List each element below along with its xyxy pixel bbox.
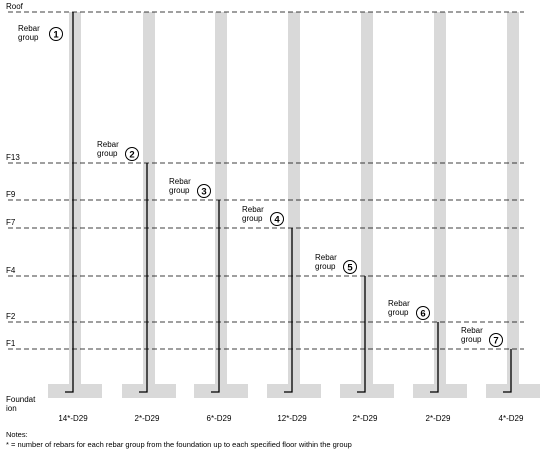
column-5	[361, 12, 373, 384]
footing-4	[267, 384, 321, 398]
rebar-group-label: group	[18, 33, 39, 42]
column-2	[143, 12, 155, 384]
rebar-group-label: Rebar	[97, 140, 119, 149]
rebar-count-label: 12*-D29	[277, 414, 307, 423]
group-number-circle	[197, 184, 211, 198]
level-label-roof: Roof	[6, 2, 24, 11]
group-number-circle	[125, 147, 139, 161]
group-number-circle	[49, 27, 63, 41]
rebar-group-label: Rebar	[388, 299, 410, 308]
rebar-count-label: 2*-D29	[353, 414, 378, 423]
level-label-f7: F7	[6, 218, 16, 227]
rebar-count-label: 6*-D29	[207, 414, 232, 423]
rebar-count-label: 4*-D29	[499, 414, 524, 423]
foundation-label: Foundat	[6, 395, 36, 404]
group-number: 3	[201, 187, 206, 198]
rebar-line-3	[211, 200, 220, 393]
rebar-line-5	[357, 276, 366, 393]
rebar-count-label: 2*-D29	[135, 414, 160, 423]
group-number: 1	[53, 30, 59, 41]
rebar-group-label: Rebar	[461, 326, 483, 335]
column-1	[69, 12, 81, 384]
rebar-group-label: Rebar	[169, 177, 191, 186]
rebar-layer	[65, 12, 512, 393]
footing-3	[194, 384, 248, 398]
rebar-group-label: Rebar	[315, 253, 337, 262]
column-6	[434, 12, 446, 384]
foundation-label: ion	[6, 404, 17, 413]
rebar-count-label: 2*-D29	[426, 414, 451, 423]
rebar-group-label: group	[461, 335, 482, 344]
rebar-group-label: group	[315, 262, 336, 271]
rebar-line-6	[430, 322, 439, 393]
rebar-group-label: Rebar	[242, 205, 264, 214]
level-label-f1: F1	[6, 339, 16, 348]
rebar-line-7	[503, 349, 512, 393]
footing-1	[48, 384, 102, 398]
group-number-circle	[489, 333, 503, 347]
columns-layer	[48, 12, 540, 398]
notes-line: * = number of rebars for each rebar grou…	[6, 440, 352, 449]
footing-5	[340, 384, 394, 398]
rebar-line-1	[65, 12, 74, 393]
rebar-line-4	[284, 228, 293, 393]
footing-2	[122, 384, 176, 398]
column-4	[288, 12, 300, 384]
level-label-f9: F9	[6, 190, 16, 199]
level-label-f2: F2	[6, 312, 16, 321]
group-number-circle	[343, 260, 357, 274]
rebar-group-label: group	[242, 214, 263, 223]
footing-7	[486, 384, 540, 398]
footing-6	[413, 384, 467, 398]
group-number: 5	[347, 263, 353, 274]
group-number: 7	[493, 336, 498, 347]
rebar-group-label: group	[388, 308, 409, 317]
group-number: 6	[420, 309, 425, 320]
level-label-f13: F13	[6, 153, 20, 162]
group-number-circle	[416, 306, 430, 320]
notes: Notes: * = number of rebars for each reb…	[6, 430, 352, 450]
group-number-circle	[270, 212, 284, 226]
notes-title: Notes:	[6, 430, 28, 439]
level-label-f4: F4	[6, 266, 16, 275]
column-7	[507, 12, 519, 384]
rebar-group-label: group	[97, 149, 118, 158]
rebar-group-label: group	[169, 186, 190, 195]
group-number: 4	[274, 215, 280, 226]
column-3	[215, 12, 227, 384]
levels-layer	[8, 11, 524, 350]
rebar-line-2	[139, 163, 148, 393]
rebar-group-label: Rebar	[18, 24, 40, 33]
group-number: 2	[129, 150, 134, 161]
rebar-count-label: 14*-D29	[58, 414, 88, 423]
